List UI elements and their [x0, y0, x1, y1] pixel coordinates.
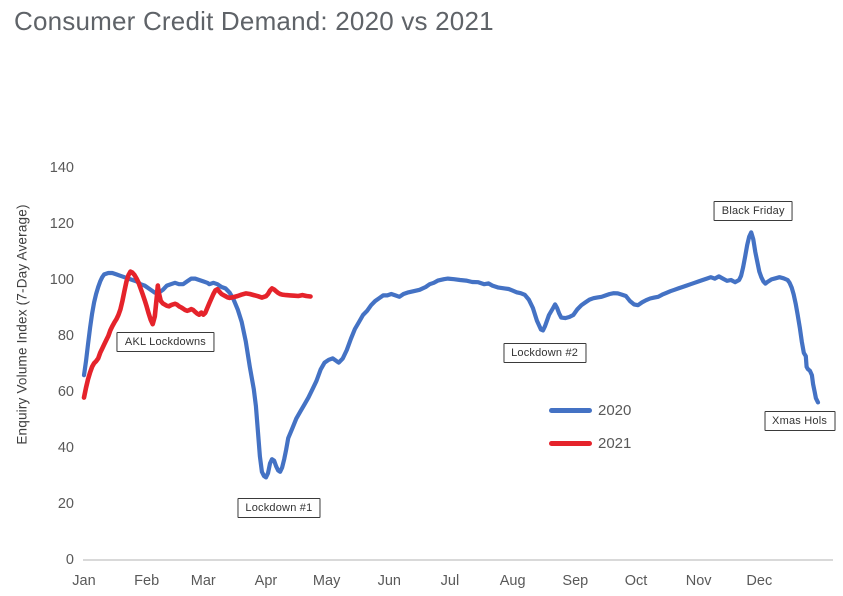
x-tick-label-aug: Aug — [499, 573, 526, 589]
chart-title: Consumer Credit Demand: 2020 vs 2021 — [14, 6, 494, 36]
annotation-akl-lockdowns: AKL Lockdowns — [116, 331, 215, 352]
x-tick-label-dec: Dec — [746, 573, 773, 589]
legend-line-swatch-2021 — [549, 441, 592, 446]
series-line-2020 — [81, 230, 821, 480]
series-line-2021 — [81, 269, 313, 400]
y-tick-label-0: 0 — [65, 552, 74, 568]
y-tick-label-20: 20 — [57, 496, 74, 512]
legend-item-2020: 2020 — [549, 401, 631, 420]
x-tick-label-apr: Apr — [254, 573, 278, 589]
annotation-lockdown-2: Lockdown #2 — [503, 342, 587, 363]
x-tick-label-jul: Jul — [440, 573, 460, 589]
x-tick-label-sep: Sep — [562, 573, 589, 589]
x-tick-label-jan: Jan — [72, 573, 96, 589]
x-tick-label-feb: Feb — [134, 573, 160, 589]
legend-line-swatch-2020 — [549, 408, 592, 413]
annotation-xmas-hols: Xmas Hols — [764, 410, 836, 431]
x-tick-label-may: May — [312, 573, 341, 589]
y-tick-label-80: 80 — [57, 328, 74, 344]
annotation-black-friday: Black Friday — [713, 201, 793, 222]
y-tick-label-40: 40 — [57, 440, 74, 456]
x-tick-label-jun: Jun — [377, 573, 401, 589]
y-tick-label-120: 120 — [49, 216, 74, 232]
y-tick-label-60: 60 — [57, 384, 74, 400]
y-tick-label-140: 140 — [49, 160, 74, 176]
legend: 2020 2021 — [549, 401, 631, 467]
legend-label-2021: 2021 — [598, 435, 632, 452]
x-tick-label-mar: Mar — [190, 573, 216, 589]
annotation-lockdown-1: Lockdown #1 — [237, 498, 321, 519]
y-tick-label-100: 100 — [49, 272, 74, 288]
x-tick-label-oct: Oct — [624, 573, 648, 589]
x-tick-label-nov: Nov — [685, 573, 712, 589]
legend-item-2021: 2021 — [549, 434, 631, 453]
legend-label-2020: 2020 — [598, 402, 632, 419]
